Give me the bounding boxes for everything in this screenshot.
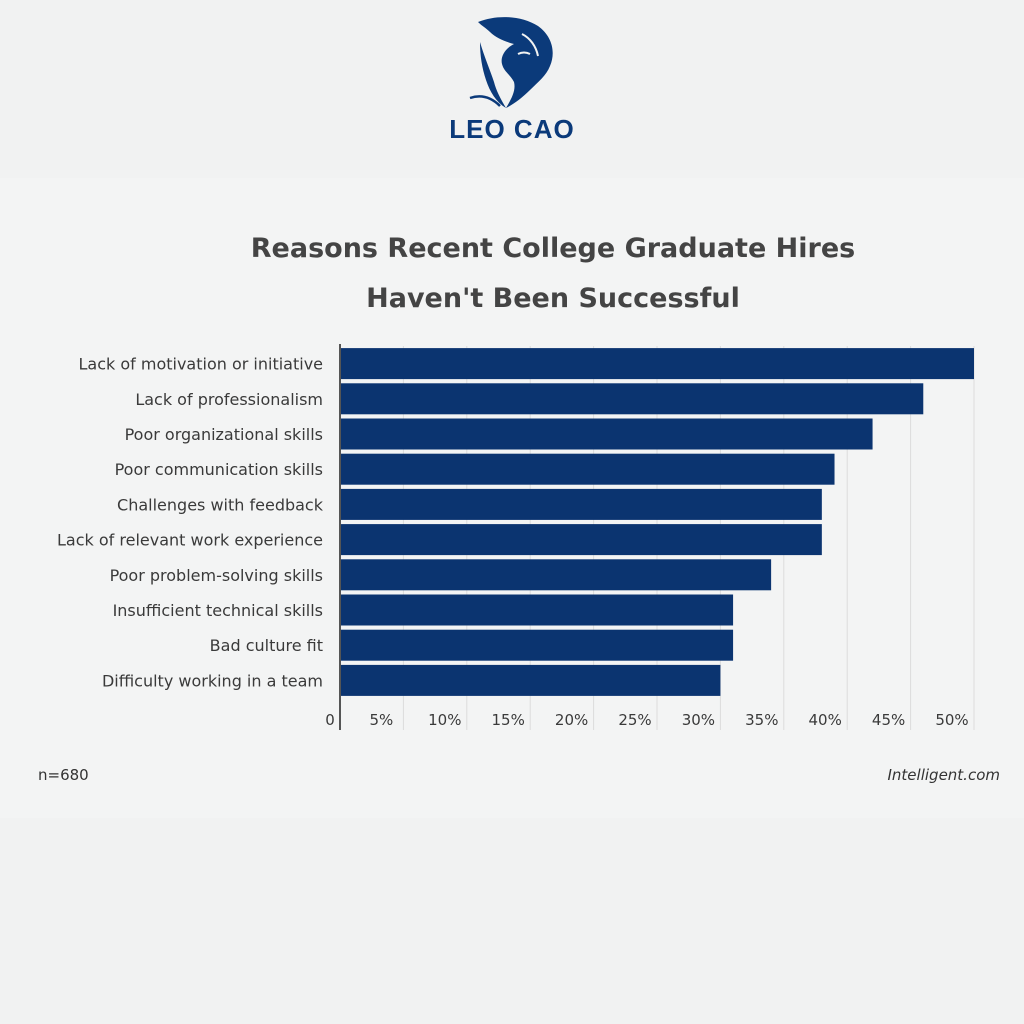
bar xyxy=(340,629,734,661)
category-label: Lack of motivation or initiative xyxy=(78,355,323,374)
bar xyxy=(340,664,721,696)
bar xyxy=(340,559,772,591)
category-label: Poor problem-solving skills xyxy=(110,566,323,585)
category-label: Lack of relevant work experience xyxy=(57,531,323,550)
x-tick-label: 40% xyxy=(809,711,842,729)
x-tick-label: 30% xyxy=(682,711,715,729)
category-label: Poor organizational skills xyxy=(125,425,323,444)
logo: LEO CAO xyxy=(0,10,1024,150)
bar xyxy=(340,418,873,450)
category-label: Lack of professionalism xyxy=(135,390,323,409)
bar xyxy=(340,383,924,415)
source-credit: Intelligent.com xyxy=(887,766,1001,784)
chart-title-line-2: Haven't Been Successful xyxy=(366,283,740,314)
sample-size-note: n=680 xyxy=(38,766,89,784)
bar xyxy=(340,524,822,556)
x-tick-label: 0 xyxy=(325,711,335,729)
x-tick-label: 20% xyxy=(555,711,588,729)
x-tick-label: 35% xyxy=(745,711,778,729)
chart-title-line-1: Reasons Recent College Graduate Hires xyxy=(250,233,856,264)
category-label: Difficulty working in a team xyxy=(102,671,323,690)
chart-title: Reasons Recent College Graduate Hires Ha… xyxy=(0,224,1024,324)
x-tick-label: 5% xyxy=(370,711,394,729)
x-tick-label: 15% xyxy=(492,711,525,729)
category-label: Challenges with feedback xyxy=(117,495,324,514)
bar xyxy=(340,453,835,485)
x-tick-label: 50% xyxy=(935,711,968,729)
bar xyxy=(340,488,822,520)
bar xyxy=(340,594,734,626)
brand-name: LEO CAO xyxy=(449,114,575,144)
bar-chart: Lack of motivation or initiative Lack of … xyxy=(57,344,975,730)
x-tick-label: 25% xyxy=(618,711,651,729)
category-label: Poor communication skills xyxy=(115,460,323,479)
category-label: Bad culture fit xyxy=(210,636,323,655)
lion-head-icon xyxy=(469,17,553,108)
category-label: Insufficient technical skills xyxy=(113,601,323,620)
x-tick-label: 10% xyxy=(428,711,461,729)
bar xyxy=(340,348,974,380)
x-tick-label: 45% xyxy=(872,711,905,729)
